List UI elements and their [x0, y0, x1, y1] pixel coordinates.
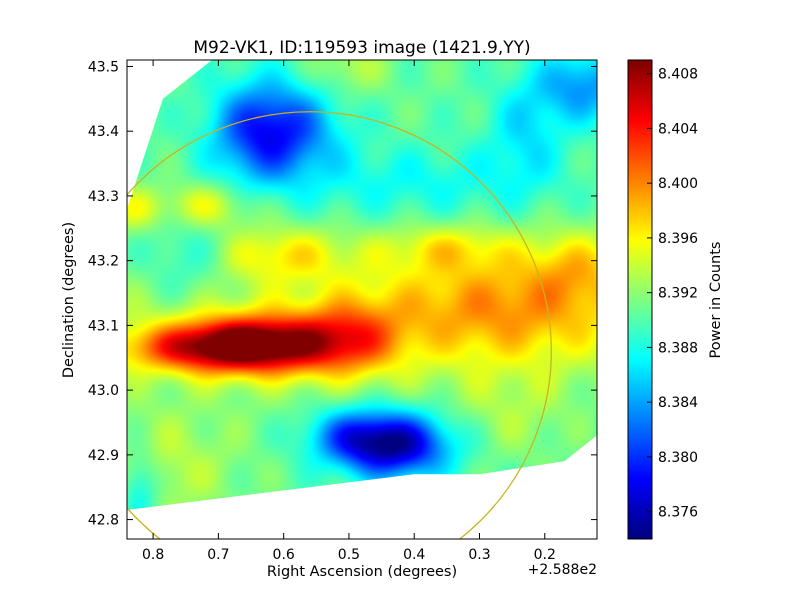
reference-circle — [127, 111, 552, 539]
x-tick-label: 0.8 — [142, 547, 164, 563]
colorbar-tick-label: 8.384 — [658, 395, 698, 411]
colorbar-tick-label: 8.388 — [658, 340, 698, 356]
x-axis: 0.8 0.7 0.6 0.5 0.4 0.3 0.2 — [142, 60, 556, 563]
x-tick-label: 0.5 — [338, 547, 360, 563]
plot-frame — [126, 59, 598, 540]
colorbar-tick-label: 8.400 — [658, 176, 698, 192]
y-tick-label: 43.2 — [88, 254, 119, 270]
y-axis-title: Declination (degrees) — [61, 222, 77, 378]
y-tick-label: 42.8 — [88, 513, 119, 529]
x-axis-offset-label: +2.588e2 — [528, 562, 597, 578]
colorbar-tick-label: 8.380 — [658, 450, 698, 466]
x-tick-label: 0.6 — [273, 547, 295, 563]
y-axis: 42.8 42.9 43.0 43.1 43.2 43.3 43.4 43.5 — [88, 59, 597, 529]
y-tick-label: 43.1 — [88, 318, 119, 334]
colorbar-title: Power in Counts — [708, 242, 724, 359]
x-tick-label: 0.4 — [403, 547, 425, 563]
colorbar-tick-label: 8.408 — [658, 67, 698, 83]
colorbar-gradient — [628, 60, 652, 539]
colorbar-tick-label: 8.392 — [658, 286, 698, 302]
colorbar-tick-label: 8.404 — [658, 121, 698, 137]
y-tick-label: 43.5 — [88, 59, 119, 75]
y-tick-label: 43.3 — [88, 189, 119, 205]
y-tick-label: 43.4 — [88, 124, 119, 140]
y-tick-label: 43.0 — [88, 383, 119, 399]
plot-area — [126, 59, 598, 540]
colorbar: 8.376 8.380 8.384 8.388 8.392 8.396 8.400 8.404… — [627, 59, 724, 540]
colorbar-tick-label: 8.396 — [658, 231, 698, 247]
x-tick-label: 0.2 — [534, 547, 556, 563]
x-tick-label: 0.7 — [207, 547, 229, 563]
x-tick-label: 0.3 — [468, 547, 490, 563]
colorbar-tick-label: 8.376 — [658, 505, 698, 521]
colorbar-frame — [627, 59, 653, 540]
x-axis-title: Right Ascension (degrees) — [267, 564, 457, 580]
chart-title: M92-VK1, ID:119593 image (1421.9,YY) — [193, 38, 530, 58]
colorbar-ticks: 8.376 8.380 8.384 8.388 8.392 8.396 8.400 8.404… — [647, 67, 698, 521]
y-tick-label: 42.9 — [88, 448, 119, 464]
